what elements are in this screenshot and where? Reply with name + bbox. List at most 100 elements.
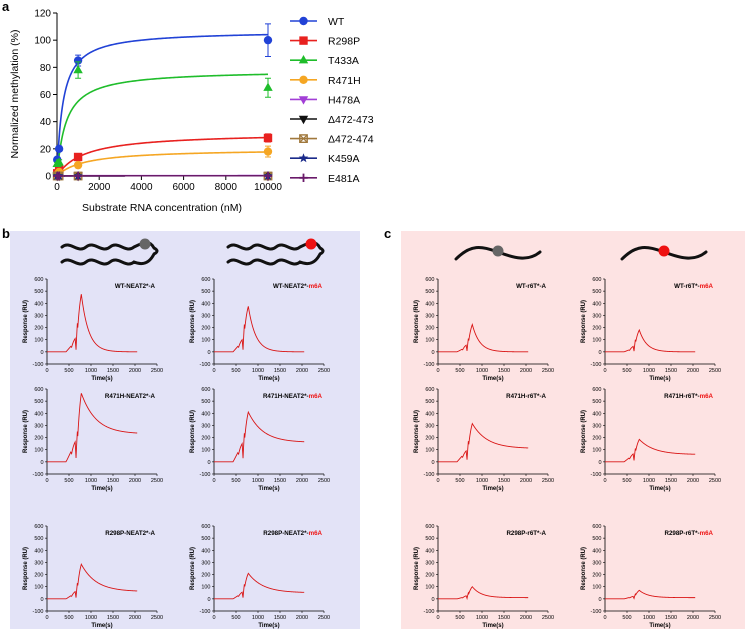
legend-label: H478A: [328, 94, 360, 106]
sensorgram-label-construct: R298P-NEAT2*-: [105, 530, 150, 537]
spr-y-tick-label: 200: [34, 436, 43, 442]
spr-y-tick-label: 500: [201, 289, 210, 295]
legend-label: E481A: [328, 173, 360, 185]
data-point: [263, 171, 273, 181]
spr-x-tick-label: 2000: [296, 478, 308, 484]
spr-x-tick-label: 1000: [476, 368, 488, 374]
spr-y-tick-label: 600: [592, 387, 601, 393]
sensorgram-label-modification: m6A: [309, 283, 323, 290]
spr-x-tick-label: 1000: [643, 478, 655, 484]
spr-x-tick-label: 2500: [542, 615, 554, 621]
spr-y-tick-label: 0: [431, 460, 434, 466]
spr-x-tick-label: 2000: [520, 615, 532, 621]
sensorgram-label-modification: A: [542, 283, 547, 290]
spr-y-tick-label: 200: [425, 436, 434, 442]
y-tick-label: 120: [34, 9, 51, 20]
spr-x-tick-label: 500: [455, 615, 464, 621]
spr-y-axis-title: Response (RU): [414, 300, 420, 343]
spr-x-tick-label: 0: [436, 615, 439, 621]
panel-b-background: [10, 231, 360, 629]
spr-y-tick-label: 200: [201, 436, 210, 442]
spr-y-tick-label: 300: [201, 423, 210, 429]
legend-label: Δ472-474: [328, 134, 374, 146]
spr-y-tick-label: 600: [425, 524, 434, 530]
sensorgram-curve: [214, 410, 305, 463]
sensorgram-label: R471H-r6T*-A: [506, 393, 546, 400]
m6a-dot: [658, 245, 670, 257]
data-point: [263, 147, 273, 156]
panel-letter-b: b: [2, 226, 10, 241]
legend-marker: [298, 55, 309, 64]
legend-marker: [299, 75, 308, 85]
legend-label: R471H: [328, 75, 361, 87]
legend-marker: [298, 153, 309, 163]
legend-marker: [299, 134, 308, 143]
spr-y-tick-label: 400: [34, 411, 43, 417]
sensorgram-label: WT-NEAT2*-m6A: [273, 283, 323, 290]
y-tick-label: 0: [45, 172, 51, 183]
spr-y-tick-label: 500: [592, 289, 601, 295]
spr-x-tick-label: 500: [64, 368, 73, 374]
spr-y-tick-label: 400: [201, 548, 210, 554]
spr-y-axis-title: Response (RU): [23, 300, 29, 343]
rna-strand-bottom: [60, 252, 156, 266]
spr-y-tick-label: 500: [34, 399, 43, 405]
spr-x-tick-label: 1000: [476, 478, 488, 484]
y-tick-label: 100: [34, 36, 51, 47]
m6a-dot: [305, 238, 317, 250]
spr-y-tick-label: 600: [201, 277, 210, 283]
sensorgram-label-modification: m6A: [309, 393, 323, 400]
spr-y-tick-label: 500: [34, 289, 43, 295]
spr-y-tick-label: 200: [425, 326, 434, 332]
spr-x-tick-label: 2500: [318, 615, 330, 621]
spr-y-tick-label: 500: [592, 399, 601, 405]
spr-y-tick-label: 100: [592, 448, 601, 454]
spr-y-tick-label: 200: [34, 326, 43, 332]
legend-marker: [298, 96, 309, 105]
spr-x-axis-title: Time(s): [482, 623, 503, 629]
spr-y-tick-label: 300: [34, 313, 43, 319]
spr-x-tick-label: 2000: [520, 368, 532, 374]
spr-x-tick-label: 1000: [643, 615, 655, 621]
spr-y-tick-label: 0: [40, 597, 43, 603]
spr-y-tick-label: 0: [598, 460, 601, 466]
spr-x-tick-label: 500: [455, 368, 464, 374]
spr-x-tick-label: 0: [45, 615, 48, 621]
sensorgram-curve: [214, 306, 305, 353]
spr-x-tick-label: 0: [603, 368, 606, 374]
spr-y-tick-label: 500: [425, 289, 434, 295]
spr-x-tick-label: 2000: [129, 478, 141, 484]
spr-x-tick-label: 500: [622, 615, 631, 621]
spr-y-axis-title: Response (RU): [581, 410, 587, 453]
spr-y-tick-label: 500: [201, 399, 210, 405]
spr-x-axis-title: Time(s): [482, 486, 503, 492]
spr-y-tick-label: 300: [201, 560, 210, 566]
spr-x-tick-label: 1500: [274, 368, 286, 374]
spr-x-tick-label: 2000: [129, 368, 141, 374]
spr-y-tick-label: 600: [34, 277, 43, 283]
data-point: [73, 160, 83, 170]
spr-x-tick-label: 1000: [476, 615, 488, 621]
adenosine-dot: [492, 245, 504, 257]
spr-x-tick-label: 2500: [151, 615, 163, 621]
sensorgram-label: R471H-r6T*-m6A: [664, 393, 713, 400]
spr-x-tick-label: 2500: [709, 615, 721, 621]
panel-letter-a: a: [2, 0, 10, 14]
sensorgram-label: R298P-NEAT2*-A: [105, 530, 155, 537]
spr-x-axis-title: Time(s): [91, 623, 112, 629]
spr-y-tick-label: 400: [34, 301, 43, 307]
y-tick-label: 60: [40, 90, 52, 101]
sensorgram-label-modification: A: [542, 530, 547, 537]
spr-y-tick-label: 400: [425, 411, 434, 417]
spr-y-tick-label: 500: [34, 536, 43, 542]
spr-y-tick-label: 400: [201, 411, 210, 417]
spr-x-tick-label: 0: [436, 478, 439, 484]
spr-x-tick-label: 500: [622, 478, 631, 484]
sensorgram-curve: [47, 294, 138, 353]
spr-y-tick-label: 600: [592, 277, 601, 283]
spr-x-tick-label: 500: [231, 478, 240, 484]
spr-y-tick-label: 300: [34, 560, 43, 566]
data-point: [263, 35, 273, 45]
spr-x-tick-label: 0: [212, 615, 215, 621]
